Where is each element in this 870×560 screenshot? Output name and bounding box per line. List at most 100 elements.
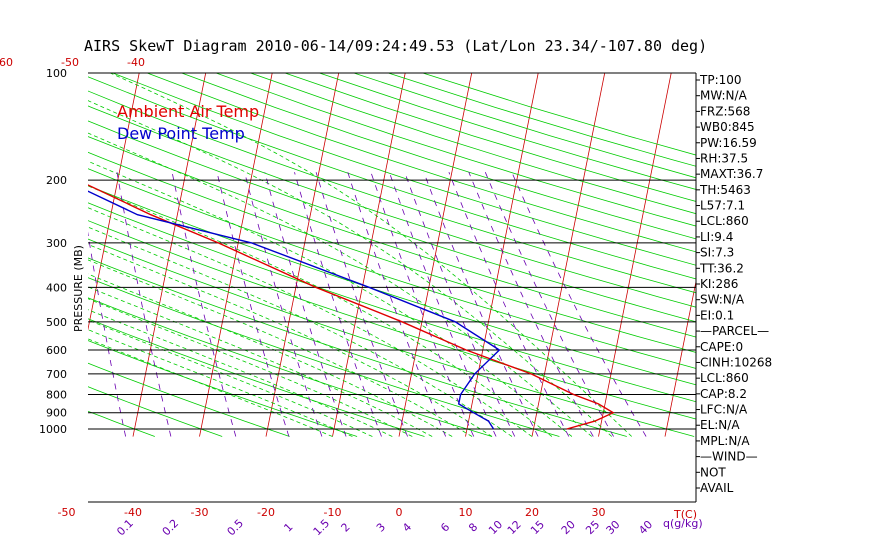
moist-adiabat-line — [88, 100, 613, 437]
isotherm-line — [598, 73, 672, 437]
dry-adiabat-line — [88, 151, 696, 353]
mixing-ratio-line — [448, 172, 570, 437]
top-temp-tick-label: -50 — [61, 56, 79, 69]
dry-adiabat-line — [88, 386, 223, 437]
mixing-ratio-tick-label: 1 — [281, 520, 295, 534]
dry-adiabat-line — [88, 297, 493, 437]
bottom-temp-tick-label: 10 — [458, 506, 472, 519]
mixing-ratio-line — [484, 172, 614, 437]
index-label: EI:0.1 — [700, 308, 734, 322]
index-label: AVAIL — [700, 481, 734, 495]
isotherm-line — [199, 73, 273, 437]
index-label: LCL:860 — [700, 214, 749, 228]
index-label: TH:5463 — [699, 183, 751, 197]
isotherm-line — [265, 73, 340, 437]
isotherm-line — [0, 73, 73, 437]
mixing-ratio-tick-label: 0.5 — [225, 517, 247, 539]
top-temp-tick-label: -40 — [127, 56, 145, 69]
mixing-ratio-line — [511, 172, 647, 437]
pressure-grid — [88, 72, 696, 430]
dry-adiabat-line — [112, 73, 696, 266]
mixing-ratio-tick-label: 0.1 — [114, 517, 136, 539]
top-temp-tick-label: -60 — [0, 56, 13, 69]
mixing-ratio-tick-label: 25 — [583, 518, 602, 537]
index-label: SI:7.3 — [700, 246, 734, 260]
bottom-temp-tick-label: -40 — [124, 506, 142, 519]
temp-axis-unit: T(C) — [673, 508, 697, 521]
pressure-tick-label: 200 — [46, 174, 67, 187]
mixing-ratio-line — [388, 172, 497, 437]
chart-title: AIRS SkewT Diagram 2010-06-14/09:24:49.5… — [84, 37, 707, 55]
dry-adiabat-line — [88, 90, 696, 294]
dry-adiabat-line — [319, 73, 696, 190]
isotherm-line — [798, 73, 870, 437]
mixing-ratio-line — [404, 172, 516, 437]
isotherm-line — [398, 73, 473, 437]
mixing-ratio-tick-label: 12 — [505, 518, 524, 537]
index-label: TP:100 — [699, 73, 742, 87]
moist-adiabat-line — [88, 132, 593, 437]
bottom-temp-tick-label: -20 — [257, 506, 275, 519]
series-layer — [88, 184, 615, 430]
index-label: LCL:860 — [700, 371, 749, 385]
pressure-tick-label: 700 — [46, 368, 67, 381]
pressure-tick-label: 500 — [46, 316, 67, 329]
dry-adiabat-line — [422, 73, 696, 156]
pressure-tick-label: 100 — [46, 67, 67, 80]
moist-adiabat-line — [88, 309, 393, 437]
dry-adiabat-line — [88, 202, 696, 403]
index-label: —WIND— — [700, 450, 758, 464]
dry-adiabat-line — [88, 168, 696, 369]
mixing-ratio-tick-label: 0.2 — [160, 517, 182, 539]
mixing-ratio-tick-label: 8 — [466, 520, 480, 534]
isotherm-line — [88, 73, 140, 332]
dry-adiabat-line — [88, 105, 696, 308]
index-label: WB0:845 — [700, 120, 755, 134]
dry-adiabat-line — [88, 76, 696, 280]
dry-adiabat-line — [181, 73, 696, 240]
dry-adiabat-line — [88, 238, 695, 437]
index-label: PW:16.59 — [700, 136, 757, 150]
bottom-temp-tick-label: -10 — [324, 506, 342, 519]
bottom-temp-tick-label: 20 — [525, 506, 539, 519]
index-label: CINH:10268 — [700, 355, 772, 369]
dry-adiabat-line — [88, 410, 155, 437]
mixing-ratio-tick-label: 3 — [374, 520, 388, 534]
mixing-ratio-line — [294, 172, 382, 437]
mixing-ratio-line — [264, 172, 347, 437]
dry-adiabat-line — [88, 257, 627, 437]
index-label: CAPE:0 — [700, 340, 743, 354]
moist-adiabat-line — [88, 329, 353, 437]
dry-adiabat-line — [88, 120, 696, 323]
bottom-temp-tick-label: -50 — [58, 506, 76, 519]
mixing-ratio-tick-label: 2 — [339, 520, 353, 534]
index-label: TT:36.2 — [699, 261, 744, 275]
temperature-profile-line — [88, 184, 615, 430]
grid-layer — [0, 73, 870, 437]
mixing-ratio-unit: q(g/kg) — [663, 517, 703, 530]
moist-adiabat-line — [88, 298, 413, 437]
moist-adiabat-line — [88, 338, 333, 437]
mixing-ratio-tick-label: 10 — [486, 518, 505, 537]
mixing-ratio-line — [468, 172, 594, 437]
index-label: —PARCEL— — [700, 324, 769, 338]
index-label: LFC:N/A — [700, 403, 748, 417]
mixing-ratio-line — [244, 172, 323, 437]
index-label: RH:37.5 — [700, 151, 748, 165]
bottom-temp-tick-label: 0 — [395, 506, 402, 519]
dry-adiabat-line — [88, 220, 696, 420]
dry-adiabat-line — [88, 136, 696, 338]
legend-dew-point-temp: Dew Point Temp — [117, 124, 245, 143]
mixing-ratio-tick-label: 6 — [438, 520, 452, 534]
mixing-ratio-tick-label: 1.5 — [311, 517, 333, 539]
bottom-temp-tick-label: -30 — [191, 506, 209, 519]
moist-adiabat-line — [88, 207, 533, 437]
isotherm-line — [132, 73, 207, 437]
index-label: EL:N/A — [700, 418, 740, 432]
mixing-ratio-tick-label: 40 — [636, 518, 655, 537]
pressure-tick-label: 300 — [46, 237, 67, 250]
dry-adiabat-line — [215, 73, 696, 227]
moist-adiabat-line — [88, 160, 573, 437]
y-axis-label: PRESSURE (MB) — [72, 245, 85, 332]
